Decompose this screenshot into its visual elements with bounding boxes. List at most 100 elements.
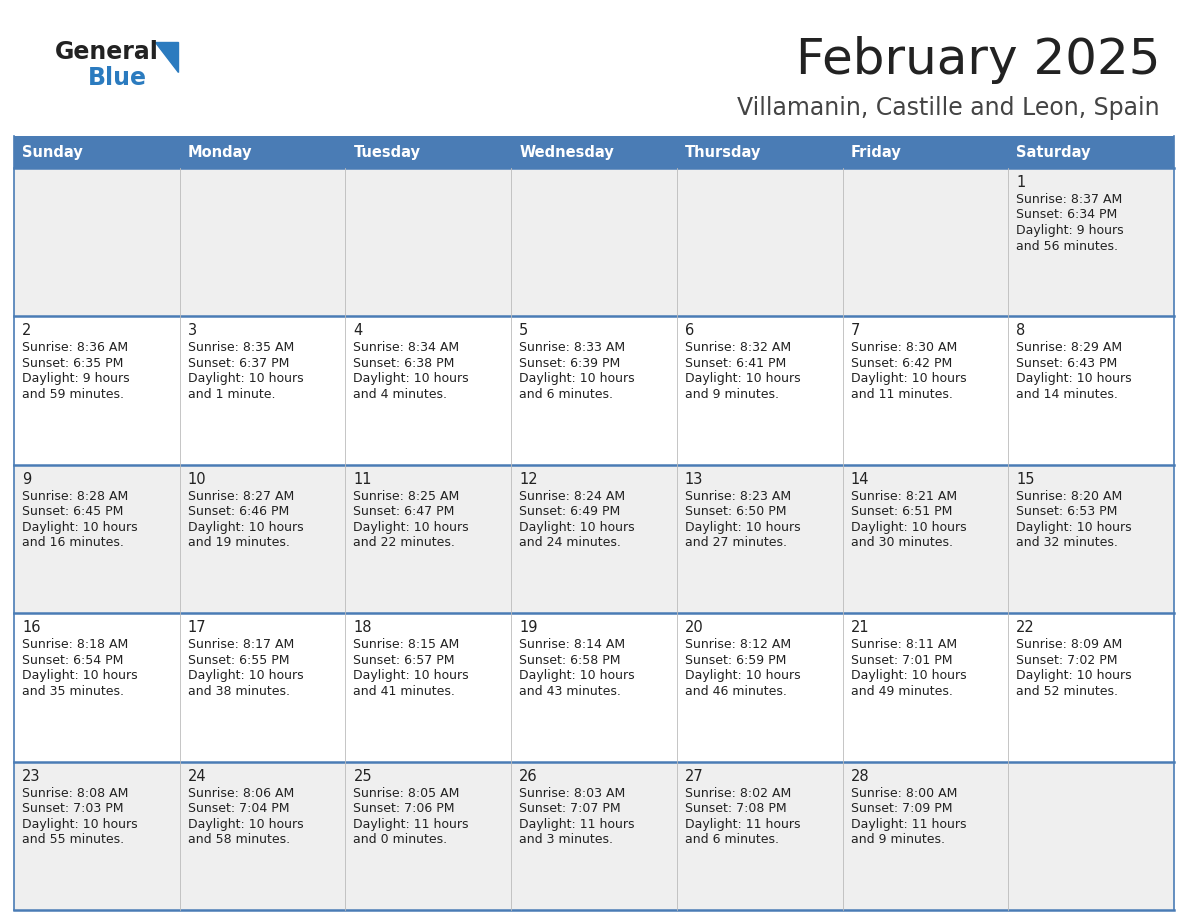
Text: 22: 22 (1016, 621, 1035, 635)
Text: 10: 10 (188, 472, 207, 487)
Text: Daylight: 10 hours: Daylight: 10 hours (23, 818, 138, 831)
Text: Daylight: 11 hours: Daylight: 11 hours (519, 818, 634, 831)
Bar (677, 168, 842, 317)
Bar (14, 136, 179, 168)
Text: Daylight: 10 hours: Daylight: 10 hours (684, 373, 801, 386)
Text: and 6 minutes.: and 6 minutes. (519, 388, 613, 401)
Text: 9: 9 (23, 472, 31, 487)
Text: Sunset: 6:50 PM: Sunset: 6:50 PM (684, 505, 786, 519)
Bar (346, 317, 511, 465)
Text: Sunrise: 8:15 AM: Sunrise: 8:15 AM (353, 638, 460, 651)
Text: 3: 3 (188, 323, 197, 339)
Text: Sunset: 6:35 PM: Sunset: 6:35 PM (23, 357, 124, 370)
Text: Daylight: 10 hours: Daylight: 10 hours (684, 521, 801, 533)
Text: 12: 12 (519, 472, 538, 487)
Bar (1009, 168, 1174, 317)
Text: Sunset: 6:34 PM: Sunset: 6:34 PM (1016, 208, 1118, 221)
Text: and 58 minutes.: and 58 minutes. (188, 834, 290, 846)
Bar (14, 465, 179, 613)
Text: and 59 minutes.: and 59 minutes. (23, 388, 124, 401)
Text: and 30 minutes.: and 30 minutes. (851, 536, 953, 549)
Text: Sunset: 6:58 PM: Sunset: 6:58 PM (519, 654, 620, 666)
Text: and 56 minutes.: and 56 minutes. (1016, 240, 1118, 252)
Text: 24: 24 (188, 768, 207, 784)
Text: Sunrise: 8:05 AM: Sunrise: 8:05 AM (353, 787, 460, 800)
Text: Sunrise: 8:06 AM: Sunrise: 8:06 AM (188, 787, 293, 800)
Text: Sunrise: 8:34 AM: Sunrise: 8:34 AM (353, 341, 460, 354)
Text: 7: 7 (851, 323, 860, 339)
Text: 16: 16 (23, 621, 40, 635)
Text: Wednesday: Wednesday (519, 144, 614, 160)
Text: Sunday: Sunday (23, 144, 83, 160)
Text: 27: 27 (684, 768, 703, 784)
Text: Thursday: Thursday (684, 144, 762, 160)
Bar (179, 136, 346, 168)
Text: 11: 11 (353, 472, 372, 487)
Text: Sunrise: 8:08 AM: Sunrise: 8:08 AM (23, 787, 128, 800)
Text: Daylight: 10 hours: Daylight: 10 hours (1016, 669, 1132, 682)
Text: Sunset: 7:03 PM: Sunset: 7:03 PM (23, 802, 124, 815)
Text: 4: 4 (353, 323, 362, 339)
Text: and 4 minutes.: and 4 minutes. (353, 388, 448, 401)
Text: Sunrise: 8:18 AM: Sunrise: 8:18 AM (23, 638, 128, 651)
Bar (14, 317, 179, 465)
Text: Sunrise: 8:32 AM: Sunrise: 8:32 AM (684, 341, 791, 354)
Bar (14, 762, 179, 910)
Text: Daylight: 10 hours: Daylight: 10 hours (188, 818, 303, 831)
Text: Sunset: 7:02 PM: Sunset: 7:02 PM (1016, 654, 1118, 666)
Polygon shape (154, 42, 178, 72)
Text: Sunrise: 8:27 AM: Sunrise: 8:27 AM (188, 490, 293, 503)
Bar (179, 762, 346, 910)
Bar (346, 168, 511, 317)
Text: Daylight: 10 hours: Daylight: 10 hours (353, 521, 469, 533)
Text: Sunrise: 8:14 AM: Sunrise: 8:14 AM (519, 638, 625, 651)
Text: Daylight: 9 hours: Daylight: 9 hours (23, 373, 129, 386)
Text: 23: 23 (23, 768, 40, 784)
Text: Sunrise: 8:11 AM: Sunrise: 8:11 AM (851, 638, 956, 651)
Text: and 38 minutes.: and 38 minutes. (188, 685, 290, 698)
Text: and 16 minutes.: and 16 minutes. (23, 536, 124, 549)
Text: Sunset: 7:04 PM: Sunset: 7:04 PM (188, 802, 289, 815)
Text: Sunset: 6:55 PM: Sunset: 6:55 PM (188, 654, 289, 666)
Text: Daylight: 10 hours: Daylight: 10 hours (519, 373, 634, 386)
Text: Sunset: 6:39 PM: Sunset: 6:39 PM (519, 357, 620, 370)
Text: 21: 21 (851, 621, 870, 635)
Text: Saturday: Saturday (1016, 144, 1091, 160)
Text: Sunrise: 8:17 AM: Sunrise: 8:17 AM (188, 638, 293, 651)
Text: Sunset: 7:07 PM: Sunset: 7:07 PM (519, 802, 621, 815)
Text: Sunset: 6:37 PM: Sunset: 6:37 PM (188, 357, 289, 370)
Text: Sunset: 6:57 PM: Sunset: 6:57 PM (353, 654, 455, 666)
Text: Daylight: 11 hours: Daylight: 11 hours (684, 818, 801, 831)
Bar (677, 317, 842, 465)
Text: and 9 minutes.: and 9 minutes. (851, 834, 944, 846)
Text: Sunset: 7:01 PM: Sunset: 7:01 PM (851, 654, 952, 666)
Text: Daylight: 10 hours: Daylight: 10 hours (851, 521, 966, 533)
Text: and 24 minutes.: and 24 minutes. (519, 536, 621, 549)
Text: and 27 minutes.: and 27 minutes. (684, 536, 786, 549)
Text: 19: 19 (519, 621, 538, 635)
Text: Daylight: 10 hours: Daylight: 10 hours (23, 521, 138, 533)
Text: 28: 28 (851, 768, 870, 784)
Bar (511, 136, 677, 168)
Bar (842, 465, 1009, 613)
Text: Sunrise: 8:37 AM: Sunrise: 8:37 AM (1016, 193, 1123, 206)
Text: Sunset: 6:41 PM: Sunset: 6:41 PM (684, 357, 786, 370)
Text: and 55 minutes.: and 55 minutes. (23, 834, 124, 846)
Text: 8: 8 (1016, 323, 1025, 339)
Text: Sunrise: 8:12 AM: Sunrise: 8:12 AM (684, 638, 791, 651)
Bar (677, 613, 842, 762)
Bar (1009, 317, 1174, 465)
Text: Daylight: 10 hours: Daylight: 10 hours (188, 373, 303, 386)
Text: and 3 minutes.: and 3 minutes. (519, 834, 613, 846)
Text: Tuesday: Tuesday (353, 144, 421, 160)
Text: Sunrise: 8:30 AM: Sunrise: 8:30 AM (851, 341, 956, 354)
Text: Sunset: 6:47 PM: Sunset: 6:47 PM (353, 505, 455, 519)
Text: and 0 minutes.: and 0 minutes. (353, 834, 448, 846)
Text: Sunset: 6:43 PM: Sunset: 6:43 PM (1016, 357, 1118, 370)
Bar (511, 762, 677, 910)
Text: 1: 1 (1016, 175, 1025, 190)
Text: Sunset: 6:51 PM: Sunset: 6:51 PM (851, 505, 952, 519)
Text: 17: 17 (188, 621, 207, 635)
Text: 13: 13 (684, 472, 703, 487)
Text: Sunset: 6:46 PM: Sunset: 6:46 PM (188, 505, 289, 519)
